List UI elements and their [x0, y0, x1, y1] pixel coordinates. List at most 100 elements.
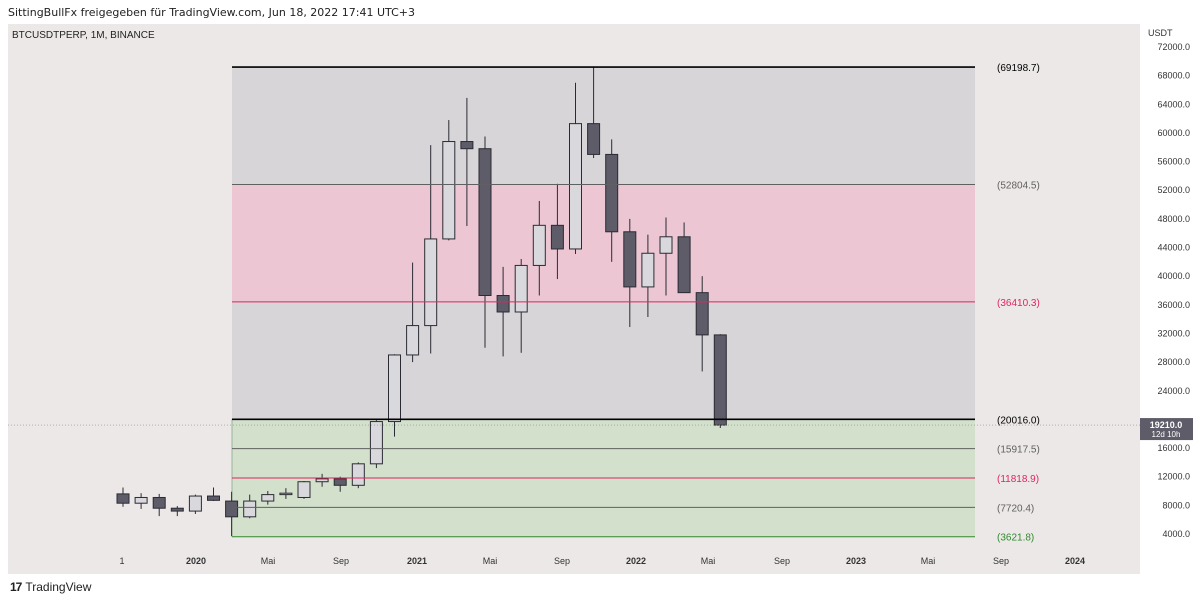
- price-tick-label: 64000.0: [1157, 99, 1190, 109]
- candle: [116, 487, 130, 507]
- candle-body: [442, 141, 456, 240]
- candle-body: [261, 494, 275, 502]
- fib-level-label: (69198.7): [997, 63, 1040, 74]
- candle: [496, 266, 510, 357]
- candle: [569, 82, 582, 254]
- time-tick-label: 2023: [846, 556, 866, 566]
- candle: [297, 481, 311, 499]
- candle: [225, 491, 239, 537]
- time-tick-label: Mai: [261, 556, 276, 566]
- time-tick-label: 2022: [626, 556, 646, 566]
- fib-level-label: (20016.0): [997, 415, 1040, 426]
- candle: [605, 139, 619, 262]
- candle-body: [514, 264, 528, 313]
- candle: [532, 200, 546, 296]
- candle: [388, 354, 401, 437]
- candle: [550, 183, 564, 280]
- candle-body: [478, 148, 492, 297]
- time-tick-label: 2024: [1065, 556, 1085, 566]
- candle-body: [550, 224, 564, 250]
- price-tick-label: 72000.0: [1157, 42, 1190, 52]
- candle: [677, 222, 691, 294]
- price-tick-label: 40000.0: [1157, 271, 1190, 281]
- candle-body: [134, 496, 148, 504]
- candle: [641, 234, 655, 317]
- candles-layer: [116, 67, 727, 537]
- time-axis[interactable]: 1 2020 Mai Sep 2021 Mai Sep 2022 Mai Sep 2023 Mai Se…: [119, 556, 1085, 566]
- footer-bar: 17 TradingView: [0, 574, 1200, 600]
- price-tick-label: 52000.0: [1157, 185, 1190, 195]
- candle: [170, 506, 184, 517]
- candle-body: [315, 478, 329, 483]
- candle: [243, 494, 257, 519]
- price-tick-label: 8000.0: [1162, 500, 1190, 510]
- price-tick-label: 48000.0: [1157, 214, 1190, 224]
- candle-body: [569, 123, 582, 250]
- candle: [460, 97, 474, 227]
- fib-zone: [232, 184, 975, 302]
- price-axis-background: [1140, 24, 1193, 574]
- candle: [351, 462, 365, 489]
- candle-body: [243, 500, 257, 518]
- candle: [261, 491, 275, 505]
- candle-body: [369, 421, 383, 465]
- candle: [478, 136, 492, 348]
- candle-body: [116, 493, 130, 504]
- fib-level-label: (15917.5): [997, 445, 1040, 456]
- candle-body: [424, 238, 438, 327]
- candle-body: [460, 141, 474, 150]
- candle-body: [406, 325, 420, 356]
- candle: [279, 488, 293, 499]
- candle-body: [297, 481, 311, 498]
- price-tick-label: 56000.0: [1157, 157, 1190, 167]
- price-axis-unit: USDT: [1148, 28, 1173, 38]
- candle-body: [496, 295, 510, 313]
- candle-body: [207, 495, 220, 501]
- candle: [315, 473, 329, 487]
- candle-body: [388, 354, 401, 423]
- candle: [369, 420, 383, 469]
- time-tick-label: 2020: [186, 556, 206, 566]
- fib-level-label: (3621.8): [997, 533, 1034, 544]
- fib-level-label: (52804.5): [997, 180, 1040, 191]
- candle-body: [695, 292, 709, 336]
- price-axis[interactable]: USDT 72000.0 68000.0 64000.0 60000.0 56000.0 5…: [1148, 28, 1190, 539]
- candle: [695, 276, 709, 372]
- candle-body: [351, 463, 365, 486]
- candle: [659, 217, 673, 296]
- candle-body: [279, 492, 293, 496]
- candle: [188, 494, 202, 514]
- fib-level-label: (36410.3): [997, 298, 1040, 309]
- price-tick-label: 28000.0: [1157, 357, 1190, 367]
- last-price-badge: [1140, 418, 1193, 441]
- time-tick-label: Mai: [921, 556, 936, 566]
- candle-body: [225, 500, 239, 518]
- candle-body: [532, 224, 546, 266]
- candle-body: [713, 334, 727, 426]
- candle-body: [659, 236, 673, 254]
- candle: [587, 67, 601, 159]
- tradingview-logo-icon: 17: [10, 580, 22, 594]
- fib-level-label: (7720.4): [997, 503, 1034, 514]
- time-tick-label: Mai: [483, 556, 498, 566]
- candle-body: [605, 153, 619, 233]
- price-tick-label: 68000.0: [1157, 71, 1190, 81]
- candle: [713, 334, 727, 429]
- candle: [152, 493, 166, 517]
- attribution-bar: SittingBullFx freigegeben für TradingVie…: [0, 0, 1200, 24]
- price-chart[interactable]: BTCUSDTPERP, 1M, BINANCE (69198.7) (52804…: [8, 24, 1193, 574]
- price-tick-label: 60000.0: [1157, 128, 1190, 138]
- price-tick-label: 12000.0: [1157, 472, 1190, 482]
- tradingview-logo-text: TradingView: [25, 580, 92, 594]
- fib-levels: (69198.7) (52804.5) (36410.3) (20016.0) (159…: [232, 63, 1040, 544]
- time-tick-label: 2021: [407, 556, 427, 566]
- time-tick-label: 1: [119, 556, 124, 566]
- candle-body: [641, 252, 655, 288]
- chart-panel[interactable]: BTCUSDTPERP, 1M, BINANCE (69198.7) (52804…: [8, 24, 1193, 574]
- candle-body: [623, 231, 637, 288]
- symbol-legend: BTCUSDTPERP, 1M, BINANCE: [12, 30, 155, 41]
- candle: [424, 145, 438, 354]
- price-tick-label: 16000.0: [1157, 443, 1190, 453]
- time-tick-label: Mai: [701, 556, 716, 566]
- tradingview-logo[interactable]: 17 TradingView: [10, 580, 91, 594]
